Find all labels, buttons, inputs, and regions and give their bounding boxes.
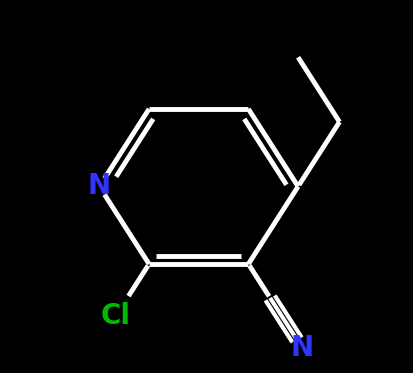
Text: N: N [290,334,313,362]
Text: N: N [88,172,111,201]
Text: Cl: Cl [101,302,131,330]
